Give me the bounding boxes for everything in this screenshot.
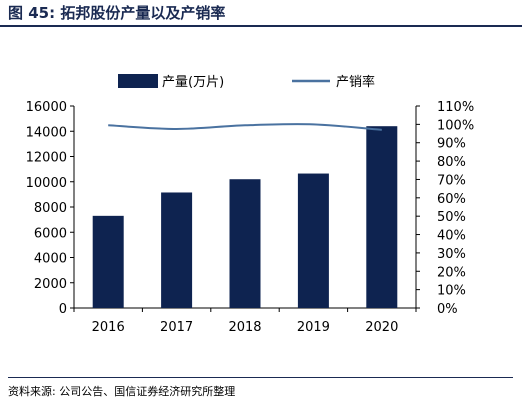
title-divider <box>0 25 522 27</box>
left-axis-ticks: 0 2000 4000 6000 8000 10000 12000 14000 16000 <box>26 100 74 317</box>
bar <box>297 173 329 308</box>
x-tick-label: 2017 <box>160 320 193 335</box>
bar <box>366 126 398 308</box>
right-tick-label: 80% <box>437 155 466 170</box>
right-tick-label: 40% <box>437 229 466 244</box>
right-tick-label: 30% <box>437 247 466 262</box>
x-tick-label: 2018 <box>228 320 261 335</box>
right-tick-label: 20% <box>437 265 466 280</box>
left-tick-label: 12000 <box>26 151 67 166</box>
bar <box>229 179 261 308</box>
source-divider <box>8 377 513 378</box>
legend-bar-label: 产量(万片) <box>162 75 224 90</box>
legend: 产量(万片) 产销率 <box>118 74 375 90</box>
left-tick-label: 4000 <box>34 252 67 267</box>
x-tick-label: 2016 <box>92 320 125 335</box>
x-axis-ticks: 2016 2017 2018 2019 2020 <box>73 308 417 335</box>
x-tick-label: 2019 <box>297 320 330 335</box>
right-tick-label: 100% <box>437 118 474 133</box>
right-tick-label: 50% <box>437 210 466 225</box>
bar <box>92 215 124 308</box>
legend-line-label: 产销率 <box>336 74 375 90</box>
right-tick-label: 0% <box>437 302 458 317</box>
legend-bar-swatch <box>118 74 158 88</box>
bar-series <box>92 126 398 308</box>
left-tick-label: 8000 <box>34 201 67 216</box>
right-tick-label: 90% <box>437 137 466 152</box>
left-tick-label: 14000 <box>26 125 67 140</box>
right-tick-label: 60% <box>437 192 466 207</box>
right-tick-label: 10% <box>437 284 466 299</box>
right-tick-label: 110% <box>437 100 474 115</box>
left-tick-label: 16000 <box>26 100 67 115</box>
right-axis-ticks: 0% 10% 20% 30% 40% 50% 60% 70% 80% 90% 100% 110% <box>416 100 474 317</box>
figure-title: 图 45: 拓邦股份产量以及产销率 <box>8 4 226 22</box>
left-tick-label: 6000 <box>34 226 67 241</box>
left-tick-label: 0 <box>59 302 67 317</box>
rate-line <box>108 123 382 131</box>
left-tick-label: 2000 <box>34 277 67 292</box>
source-note: 资料来源: 公司公告、国信证券经济研究所整理 <box>8 385 236 398</box>
bar <box>161 192 193 308</box>
left-tick-label: 10000 <box>26 176 67 191</box>
right-tick-label: 70% <box>437 173 466 188</box>
line-series <box>108 123 382 131</box>
x-tick-label: 2020 <box>365 320 398 335</box>
